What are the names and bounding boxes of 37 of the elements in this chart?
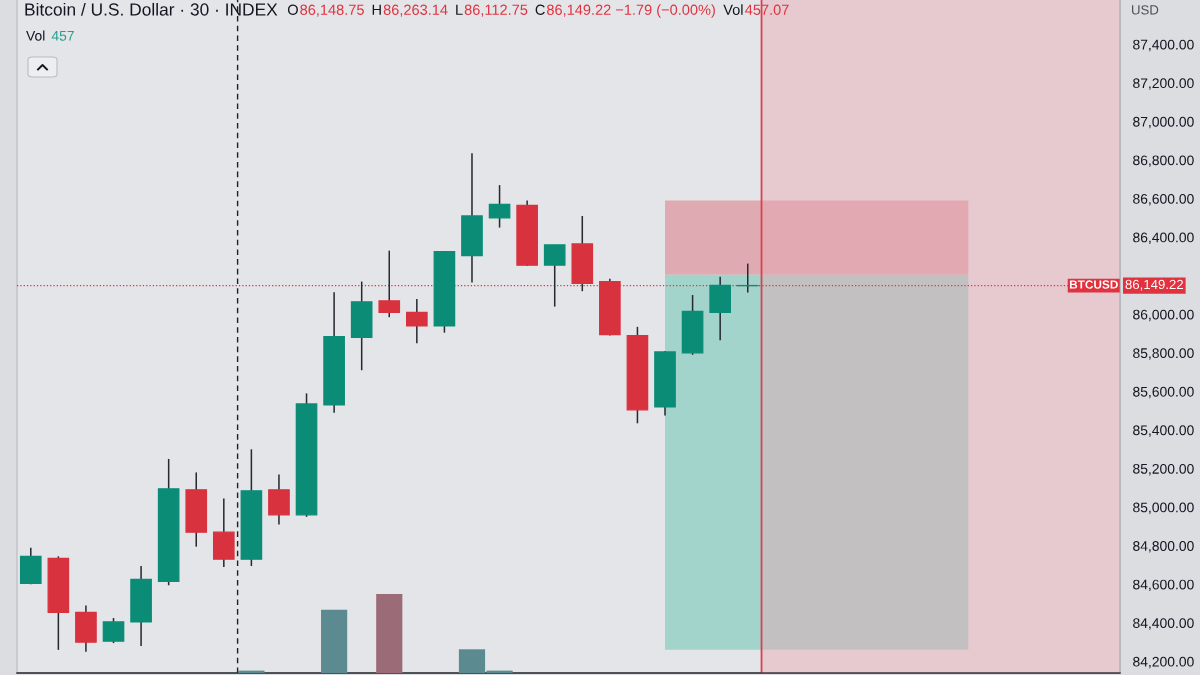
annotation: Vol — [26, 30, 45, 41]
y-tick-label: 85,200.00 — [1133, 463, 1194, 476]
annotation: 86,263.14 — [383, 4, 448, 17]
candlestick — [102, 617, 125, 644]
ref-line-label: BTCUSD — [1069, 280, 1118, 289]
y-tick-label: 87,200.00 — [1133, 78, 1194, 90]
annotation: 86,148.75 — [300, 4, 364, 17]
annotation: 457 — [51, 31, 74, 41]
y-tick-label: 86,400.00 — [1133, 232, 1194, 244]
annotation: L — [456, 4, 463, 15]
bar — [376, 594, 403, 673]
annotation: Vol — [723, 4, 743, 15]
y-tick-label: 84,600.00 — [1133, 579, 1194, 592]
y-tick-label: 84,400.00 — [1133, 618, 1194, 630]
y-axis-title: USD — [1132, 5, 1159, 15]
y-tick-label: 86,600.00 — [1133, 193, 1194, 206]
candlestick — [406, 298, 428, 345]
annotation: 86,112.75 — [464, 4, 528, 17]
annotation: C — [535, 4, 545, 15]
y-tick-label: 85,000.00 — [1133, 502, 1194, 514]
y-tick-label: 86,000.00 — [1133, 309, 1194, 322]
annotation: O — [287, 4, 298, 15]
annotation: 86,149.22 −1.79 (−0.00%) — [547, 4, 715, 18]
y-tick-label: 87,400.00 — [1133, 39, 1194, 52]
bar — [321, 609, 348, 673]
y-tick-label: 87,000.00 — [1133, 116, 1194, 129]
candlestick — [488, 184, 511, 229]
y-tick-label: 85,400.00 — [1133, 425, 1194, 437]
y-tick-label: 84,200.00 — [1133, 656, 1194, 669]
annotation: H — [372, 4, 381, 15]
chart-title: Bitcoin / U.S. Dollar · 30 · INDEX — [25, 2, 278, 16]
y-tick-label: 85,600.00 — [1133, 386, 1194, 399]
text: 86,149.22 — [1125, 279, 1183, 291]
y-tick-label: 84,800.00 — [1133, 541, 1194, 553]
y-tick-label: 86,800.00 — [1133, 155, 1194, 167]
candlestick — [543, 244, 566, 308]
y-tick-label: 85,800.00 — [1133, 348, 1194, 360]
